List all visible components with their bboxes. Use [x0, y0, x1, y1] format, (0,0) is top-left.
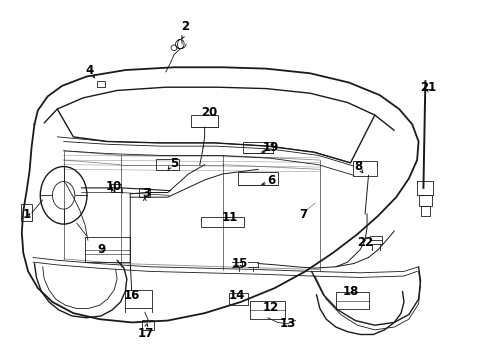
Text: 21: 21 — [419, 81, 435, 94]
Text: 3: 3 — [142, 188, 150, 201]
Bar — [97, 81, 105, 87]
Bar — [229, 293, 247, 305]
Bar — [125, 291, 152, 308]
Text: 5: 5 — [169, 157, 178, 170]
Text: 2: 2 — [181, 21, 189, 33]
Bar — [250, 301, 285, 319]
Bar — [142, 320, 154, 330]
Bar — [191, 115, 218, 127]
Bar — [335, 292, 368, 310]
Text: 9: 9 — [97, 243, 105, 256]
Text: 17: 17 — [138, 327, 154, 339]
Bar — [238, 172, 278, 185]
Text: 6: 6 — [266, 174, 275, 186]
Text: 22: 22 — [356, 236, 372, 249]
Bar — [243, 142, 273, 153]
Text: 14: 14 — [228, 289, 245, 302]
Text: 11: 11 — [222, 211, 238, 224]
Text: 18: 18 — [342, 285, 358, 298]
Text: 16: 16 — [123, 289, 140, 302]
Bar — [156, 159, 179, 171]
Bar — [21, 204, 32, 221]
Bar — [353, 161, 376, 176]
Text: 10: 10 — [106, 180, 122, 193]
Text: 20: 20 — [201, 106, 217, 119]
Text: 4: 4 — [85, 64, 94, 77]
Bar — [201, 217, 244, 227]
Text: 19: 19 — [263, 141, 279, 154]
Text: 12: 12 — [263, 301, 279, 314]
Text: 1: 1 — [22, 208, 31, 221]
Text: 8: 8 — [354, 159, 362, 172]
Text: 15: 15 — [231, 257, 247, 270]
Text: 7: 7 — [298, 208, 306, 221]
Bar — [111, 184, 120, 192]
Text: 13: 13 — [280, 317, 296, 330]
Bar — [139, 188, 150, 197]
Bar — [85, 237, 129, 262]
